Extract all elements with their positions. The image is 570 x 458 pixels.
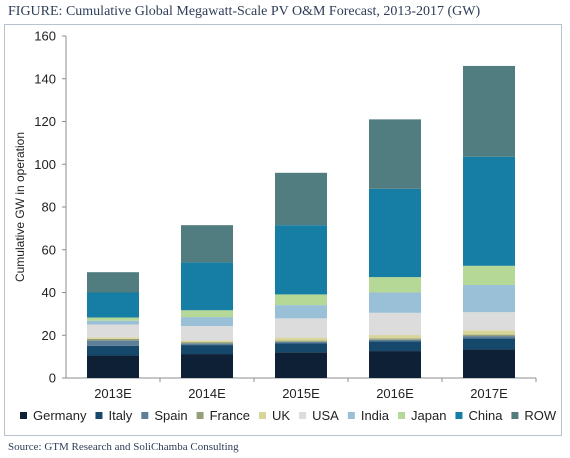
bar-segment-china-2016e bbox=[369, 188, 421, 278]
legend-swatch-uk bbox=[259, 412, 267, 419]
y-tick-label: 140 bbox=[34, 71, 56, 86]
bar-segment-japan-2015e bbox=[275, 294, 327, 306]
y-tick-label: 120 bbox=[34, 114, 56, 129]
source-note: Source: GTM Research and SoliChamba Cons… bbox=[8, 441, 239, 453]
y-tick-label: 0 bbox=[49, 371, 56, 386]
bar-segment-spain-2013e bbox=[87, 340, 139, 346]
legend-swatch-row bbox=[511, 412, 519, 419]
bar-segment-uk-2016e bbox=[369, 335, 421, 339]
bar-segment-usa-2015e bbox=[275, 318, 327, 338]
bar-segment-india-2015e bbox=[275, 305, 327, 319]
bar-segment-italy-2015e bbox=[275, 343, 327, 353]
legend-swatch-china bbox=[455, 412, 463, 419]
bar-segment-france-2015e bbox=[275, 340, 327, 342]
bar-segment-china-2014e bbox=[181, 262, 233, 311]
legend-label: USA bbox=[312, 408, 339, 423]
y-tick-label: 40 bbox=[42, 285, 56, 300]
bar-segment-japan-2014e bbox=[181, 310, 233, 318]
bar-segment-china-2015e bbox=[275, 225, 327, 295]
bar-segment-row-2014e bbox=[181, 225, 233, 263]
bar-segment-usa-2016e bbox=[369, 312, 421, 336]
y-tick-label: 20 bbox=[42, 328, 56, 343]
bar-segment-usa-2013e bbox=[87, 324, 139, 338]
bar-segment-spain-2015e bbox=[275, 341, 327, 344]
bar-segment-germany-2015e bbox=[275, 352, 327, 378]
bar-segment-india-2017e bbox=[463, 285, 515, 313]
chart-frame bbox=[4, 24, 562, 436]
legend-label: Japan bbox=[411, 408, 446, 423]
bar-segment-china-2013e bbox=[87, 292, 139, 318]
bar-segment-germany-2017e bbox=[463, 349, 515, 378]
x-tick-label: 2015E bbox=[282, 386, 320, 401]
y-tick-label: 160 bbox=[34, 29, 56, 44]
bar-segment-france-2013e bbox=[87, 338, 139, 341]
x-tick-label: 2013E bbox=[94, 386, 132, 401]
legend: Germany Italy Spain France UK USA India Japan Ch… bbox=[20, 408, 557, 423]
legend-swatch-italy bbox=[95, 412, 103, 419]
x-tick-label: 2014E bbox=[188, 386, 226, 401]
legend-label: Italy bbox=[108, 408, 132, 423]
x-tick-label: 2016E bbox=[376, 386, 414, 401]
bar-segment-china-2017e bbox=[463, 156, 515, 266]
bar-segment-spain-2017e bbox=[463, 336, 515, 339]
x-tick-label: 2017E bbox=[470, 386, 508, 401]
bar-segment-row-2013e bbox=[87, 272, 139, 293]
bar-segment-spain-2016e bbox=[369, 339, 421, 342]
bar-segment-uk-2015e bbox=[275, 337, 327, 341]
legend-label: India bbox=[361, 408, 390, 423]
bar-segment-india-2016e bbox=[369, 292, 421, 313]
bar-segment-germany-2013e bbox=[87, 355, 139, 378]
legend-swatch-france bbox=[196, 412, 204, 419]
bar-segment-uk-2017e bbox=[463, 330, 515, 335]
bar-segment-usa-2017e bbox=[463, 312, 515, 331]
bar-segment-japan-2013e bbox=[87, 317, 139, 321]
legend-label: France bbox=[210, 408, 250, 423]
figure-title: FIGURE: Cumulative Global Megawatt-Scale… bbox=[8, 4, 481, 19]
bar-segment-usa-2014e bbox=[181, 326, 233, 341]
bar-segment-india-2013e bbox=[87, 320, 139, 325]
bar-segment-india-2014e bbox=[181, 317, 233, 327]
bar-segment-france-2016e bbox=[369, 338, 421, 340]
y-tick-label: 80 bbox=[42, 200, 56, 215]
bar-segment-france-2014e bbox=[181, 342, 233, 344]
legend-swatch-spain bbox=[141, 412, 149, 419]
bar-segment-japan-2016e bbox=[369, 277, 421, 293]
bar-segment-uk-2014e bbox=[181, 340, 233, 343]
bar-segment-germany-2016e bbox=[369, 351, 421, 378]
bar-segment-uk-2013e bbox=[87, 337, 139, 339]
legend-swatch-japan bbox=[398, 412, 406, 419]
bar-segment-italy-2013e bbox=[87, 345, 139, 356]
bar-segment-row-2015e bbox=[275, 172, 327, 226]
legend-label: China bbox=[468, 408, 503, 423]
legend-label: UK bbox=[272, 408, 290, 423]
bar-segment-italy-2016e bbox=[369, 341, 421, 352]
bar-segment-row-2017e bbox=[463, 65, 515, 157]
legend-swatch-usa bbox=[299, 412, 307, 419]
legend-label: Germany bbox=[33, 408, 87, 423]
y-tick-label: 100 bbox=[34, 157, 56, 172]
legend-swatch-india bbox=[347, 412, 355, 419]
bar-segment-france-2017e bbox=[463, 334, 515, 337]
bar-segment-germany-2014e bbox=[181, 354, 233, 378]
y-tick-label: 60 bbox=[42, 242, 56, 257]
bars bbox=[87, 65, 515, 378]
y-axis-label: Cumulative GW in operation bbox=[13, 132, 27, 282]
bar-segment-japan-2017e bbox=[463, 265, 515, 286]
bar-segment-italy-2017e bbox=[463, 338, 515, 350]
bar-segment-row-2016e bbox=[369, 119, 421, 189]
legend-label: ROW bbox=[524, 408, 557, 423]
bar-segment-spain-2014e bbox=[181, 343, 233, 346]
legend-label: Spain bbox=[154, 408, 187, 423]
legend-swatch-germany bbox=[20, 412, 27, 419]
bar-segment-italy-2014e bbox=[181, 345, 233, 355]
